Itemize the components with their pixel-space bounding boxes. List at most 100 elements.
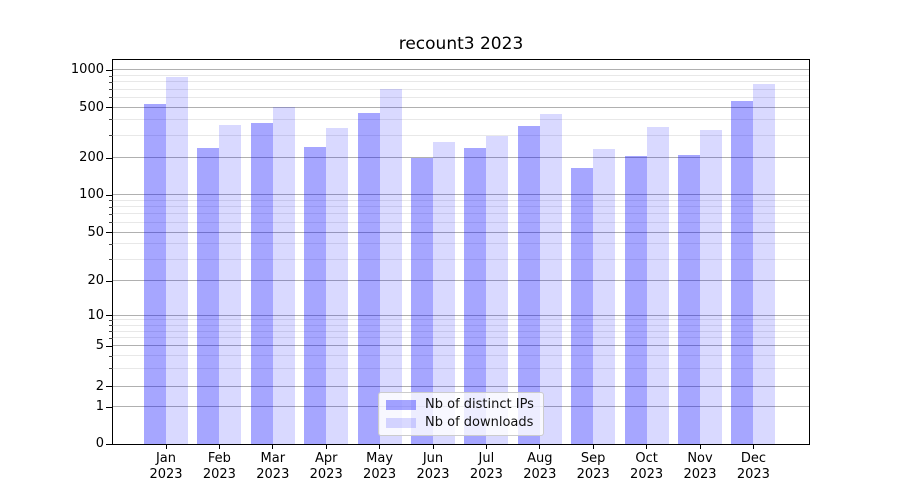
- x-tick-label-jun: Jun 2023: [416, 451, 450, 482]
- x-tick-label-may: May 2023: [363, 451, 397, 482]
- y-tick-10: [106, 315, 113, 317]
- gridline-minor-70: [113, 213, 809, 215]
- bar-nb-of-downloads-mar: [272, 107, 295, 444]
- gridline-major-20: [113, 280, 809, 282]
- y-minortick-90: [109, 200, 113, 202]
- y-minortick-80: [109, 206, 113, 208]
- y-minortick-8: [109, 325, 113, 327]
- bar-nb-of-distinct-ips-nov: [678, 155, 700, 444]
- bar-nb-of-downloads-dec: [753, 83, 776, 444]
- bar-nb-of-distinct-ips-jul: [464, 148, 487, 444]
- y-minortick-4: [109, 355, 113, 357]
- y-tick-label-5: 5: [95, 338, 104, 354]
- y-minortick-30: [109, 259, 113, 261]
- x-tick-label-oct: Oct 2023: [630, 451, 664, 482]
- y-tick-label-500: 500: [79, 99, 104, 115]
- bar-nb-of-distinct-ips-oct: [624, 155, 647, 444]
- y-tick-1: [106, 406, 113, 408]
- x-tick-jan: [165, 445, 167, 449]
- gridline-minor-6: [113, 337, 809, 339]
- gridline-minor-700: [113, 88, 809, 90]
- y-tick-label-1000: 1000: [70, 62, 104, 78]
- gridline-minor-30: [113, 258, 809, 260]
- x-tick-jun: [432, 445, 434, 449]
- gridline-minor-800: [113, 81, 809, 83]
- gridline-major-1000: [113, 69, 809, 71]
- x-tick-may: [379, 445, 381, 449]
- bar-nb-of-distinct-ips-jun: [411, 158, 433, 444]
- bar-nb-of-distinct-ips-jan: [144, 103, 166, 444]
- gridline-major-5: [113, 345, 809, 347]
- gridline-minor-400: [113, 119, 809, 120]
- x-tick-label-apr: Apr 2023: [309, 451, 343, 482]
- bar-nb-of-distinct-ips-mar: [250, 122, 273, 444]
- y-minortick-60: [109, 222, 113, 224]
- x-tick-label-aug: Aug 2023: [523, 451, 557, 482]
- bar-nb-of-downloads-aug: [539, 113, 562, 444]
- gridline-major-10: [113, 314, 809, 316]
- x-tick-mar: [272, 445, 274, 449]
- legend-swatch-nb-of-distinct-ips: [386, 400, 416, 410]
- gridline-major-50: [113, 231, 809, 233]
- x-tick-label-sep: Sep 2023: [576, 451, 610, 482]
- gridline-minor-60: [113, 221, 809, 223]
- x-tick-label-mar: Mar 2023: [256, 451, 290, 482]
- legend-label-nb-of-distinct-ips: Nb of distinct IPs: [425, 397, 534, 412]
- gridline-minor-4: [113, 355, 809, 357]
- gridline-minor-7: [113, 330, 809, 332]
- y-tick-100: [106, 194, 113, 196]
- gridline-minor-90: [113, 199, 809, 201]
- gridline-minor-40: [113, 243, 809, 245]
- bar-nb-of-downloads-oct: [646, 127, 669, 444]
- plot-area: [112, 59, 810, 445]
- x-tick-label-nov: Nov 2023: [683, 451, 717, 482]
- x-tick-apr: [325, 445, 327, 449]
- bar-nb-of-downloads-sep: [593, 148, 616, 444]
- legend-item-nb-of-distinct-ips: Nb of distinct IPs: [386, 397, 536, 413]
- gridline-major-200: [113, 157, 809, 159]
- legend: Nb of distinct IPs Nb of downloads: [378, 392, 544, 436]
- y-minortick-3: [109, 368, 113, 370]
- x-tick-label-feb: Feb 2023: [202, 451, 236, 482]
- y-tick-label-1: 1: [95, 399, 104, 415]
- x-tick-label-dec: Dec 2023: [736, 451, 770, 482]
- bar-nb-of-downloads-jun: [433, 141, 455, 444]
- gridline-minor-80: [113, 206, 809, 208]
- gridline-minor-3: [113, 367, 809, 369]
- gridline-major-500: [113, 106, 809, 108]
- bar-nb-of-downloads-apr: [326, 128, 349, 444]
- y-tick-label-0: 0: [95, 436, 104, 451]
- x-tick-aug: [539, 445, 541, 449]
- y-tick-200: [106, 157, 113, 159]
- legend-label-nb-of-downloads: Nb of downloads: [425, 415, 534, 430]
- x-tick-nov: [699, 445, 701, 449]
- y-tick-5: [106, 345, 113, 347]
- y-minortick-9: [109, 319, 113, 321]
- legend-swatch-nb-of-downloads: [386, 418, 416, 428]
- bar-nb-of-downloads-nov: [700, 129, 722, 444]
- chart-title: recount3 2023: [398, 34, 524, 54]
- y-tick-label-20: 20: [87, 273, 104, 289]
- y-minortick-600: [109, 97, 113, 99]
- bar-nb-of-downloads-may: [379, 88, 402, 444]
- y-tick-label-50: 50: [87, 224, 104, 240]
- y-minortick-700: [109, 89, 113, 91]
- gridline-major-100: [113, 194, 809, 196]
- y-minortick-40: [109, 243, 113, 245]
- bar-nb-of-distinct-ips-sep: [571, 167, 594, 444]
- x-tick-sep: [592, 445, 594, 449]
- x-tick-jul: [485, 445, 487, 449]
- gridline-minor-9: [113, 319, 809, 321]
- bar-nb-of-downloads-feb: [219, 125, 242, 444]
- bar-nb-of-distinct-ips-dec: [731, 101, 754, 444]
- y-tick-50: [106, 232, 113, 234]
- y-tick-label-100: 100: [79, 187, 104, 203]
- x-tick-feb: [218, 445, 220, 449]
- y-minortick-900: [109, 75, 113, 77]
- x-tick-label-jul: Jul 2023: [469, 451, 503, 482]
- y-tick-0: [106, 443, 113, 445]
- legend-item-nb-of-downloads: Nb of downloads: [386, 415, 536, 431]
- bar-nb-of-distinct-ips-feb: [197, 147, 220, 444]
- x-tick-dec: [752, 445, 754, 449]
- y-tick-500: [106, 107, 113, 109]
